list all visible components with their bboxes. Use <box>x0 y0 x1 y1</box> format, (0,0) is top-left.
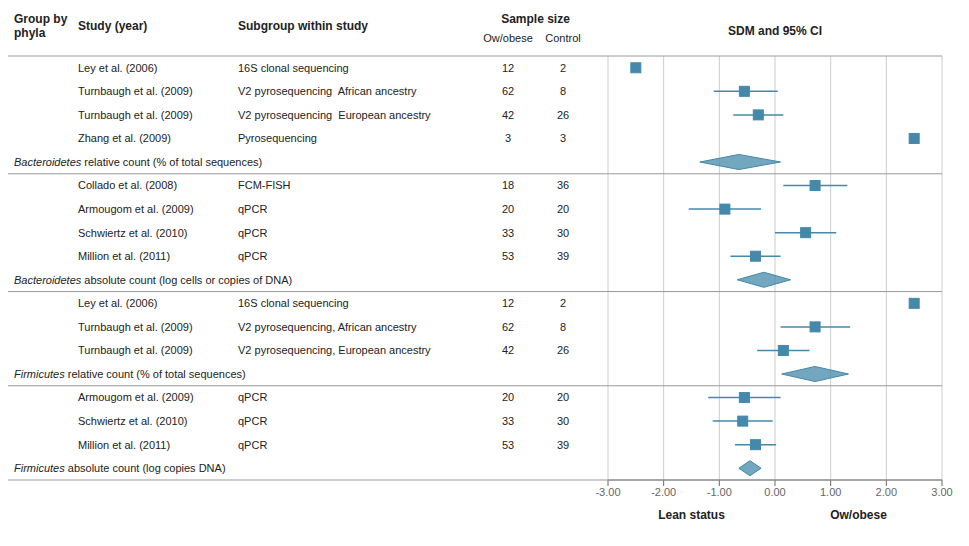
svg-text:Armougom et al. (2009): Armougom et al. (2009) <box>78 203 194 215</box>
svg-text:Ley et al. (2006): Ley et al. (2006) <box>78 297 158 309</box>
html-text:Ow/obese: Ow/obese <box>483 32 533 44</box>
svg-text:0.00: 0.00 <box>764 486 785 498</box>
html-text:Study (year): Study (year) <box>78 19 148 33</box>
svg-text:53: 53 <box>502 439 514 451</box>
svg-text:30: 30 <box>557 227 569 239</box>
svg-text:Schwiertz et al. (2010): Schwiertz et al. (2010) <box>78 415 187 427</box>
svg-text:62: 62 <box>502 321 514 333</box>
svg-text:V2 pyrosequencing European an: V2 pyrosequencing European ancestry <box>238 109 431 121</box>
svg-text:16S clonal sequencing: 16S clonal sequencing <box>238 62 349 74</box>
html-text:phyla: phyla <box>14 26 46 40</box>
svg-text:3: 3 <box>505 132 511 144</box>
svg-text:39: 39 <box>557 250 569 262</box>
svg-text:3: 3 <box>560 132 566 144</box>
svg-text:Ley et al. (2006): Ley et al. (2006) <box>78 62 158 74</box>
svg-text:20: 20 <box>502 203 514 215</box>
svg-text:42: 42 <box>502 344 514 356</box>
svg-text:FCM-FISH: FCM-FISH <box>238 179 291 191</box>
svg-text:30: 30 <box>557 415 569 427</box>
svg-text:-3.00: -3.00 <box>595 486 620 498</box>
html-text:Sample size: Sample size <box>501 12 570 26</box>
html-text:SDM and 95% CI: SDM and 95% CI <box>728 24 822 38</box>
svg-text:Turnbaugh et al. (2009): Turnbaugh et al. (2009) <box>78 344 193 356</box>
svg-text:V2 pyrosequencing, African anc: V2 pyrosequencing, African ancestry <box>238 321 417 333</box>
html-text:Lean status: Lean status <box>658 508 725 522</box>
svg-text:26: 26 <box>557 344 569 356</box>
svg-text:Turnbaugh et al. (2009): Turnbaugh et al. (2009) <box>78 85 193 97</box>
html-text:Subgroup within study: Subgroup within study <box>238 19 368 33</box>
svg-text:Firmicutes relative count (% o: Firmicutes relative count (% of total se… <box>14 368 246 380</box>
svg-text:Firmicutes absolute count (log: Firmicutes absolute count (log copies DN… <box>14 462 226 474</box>
svg-text:39: 39 <box>557 439 569 451</box>
svg-text:16S clonal sequencing: 16S clonal sequencing <box>238 297 349 309</box>
svg-text:Collado et al. (2008): Collado et al. (2008) <box>78 179 177 191</box>
svg-text:20: 20 <box>557 203 569 215</box>
svg-text:Schwiertz et al. (2010): Schwiertz et al. (2010) <box>78 227 187 239</box>
svg-text:Turnbaugh et al. (2009): Turnbaugh et al. (2009) <box>78 321 193 333</box>
svg-text:V2 pyrosequencing African anc: V2 pyrosequencing African ancestry <box>238 85 417 97</box>
svg-text:qPCR: qPCR <box>238 250 267 262</box>
svg-text:Bacteroidetes relative count (: Bacteroidetes relative count (% of total… <box>14 156 262 168</box>
svg-text:26: 26 <box>557 109 569 121</box>
svg-text:20: 20 <box>557 391 569 403</box>
svg-text:qPCR: qPCR <box>238 391 267 403</box>
svg-text:1.00: 1.00 <box>820 486 841 498</box>
svg-text:Armougom et al. (2009): Armougom et al. (2009) <box>78 391 194 403</box>
html-text:Control: Control <box>545 32 581 44</box>
svg-text:53: 53 <box>502 250 514 262</box>
svg-text:33: 33 <box>502 227 514 239</box>
svg-text:18: 18 <box>502 179 514 191</box>
svg-text:33: 33 <box>502 415 514 427</box>
svg-text:qPCR: qPCR <box>238 415 267 427</box>
svg-text:2: 2 <box>560 62 566 74</box>
svg-text:Zhang et al. (2009): Zhang et al. (2009) <box>78 132 171 144</box>
svg-text:8: 8 <box>560 85 566 97</box>
svg-text:Turnbaugh et al. (2009): Turnbaugh et al. (2009) <box>78 109 193 121</box>
svg-text:12: 12 <box>502 62 514 74</box>
svg-text:3.00: 3.00 <box>931 486 952 498</box>
svg-text:V2 pyrosequencing, European an: V2 pyrosequencing, European ancestry <box>238 344 431 356</box>
html-text:Group by: Group by <box>14 12 68 26</box>
svg-text:2.00: 2.00 <box>876 486 897 498</box>
svg-text:42: 42 <box>502 109 514 121</box>
svg-text:Bacteroidetes absolute count (: Bacteroidetes absolute count (log cells … <box>14 274 292 286</box>
svg-text:62: 62 <box>502 85 514 97</box>
svg-text:36: 36 <box>557 179 569 191</box>
svg-text:-1.00: -1.00 <box>707 486 732 498</box>
svg-text:2: 2 <box>560 297 566 309</box>
svg-text:qPCR: qPCR <box>238 439 267 451</box>
svg-text:qPCR: qPCR <box>238 227 267 239</box>
html-text:Ow/obese: Ow/obese <box>830 508 887 522</box>
svg-text:12: 12 <box>502 297 514 309</box>
svg-text:Pyrosequencing: Pyrosequencing <box>238 132 317 144</box>
svg-text:-2.00: -2.00 <box>651 486 676 498</box>
svg-text:20: 20 <box>502 391 514 403</box>
svg-text:8: 8 <box>560 321 566 333</box>
svg-text:Million et al. (2011): Million et al. (2011) <box>78 250 170 262</box>
svg-text:Million et al. (2011): Million et al. (2011) <box>78 439 170 451</box>
svg-text:qPCR: qPCR <box>238 203 267 215</box>
